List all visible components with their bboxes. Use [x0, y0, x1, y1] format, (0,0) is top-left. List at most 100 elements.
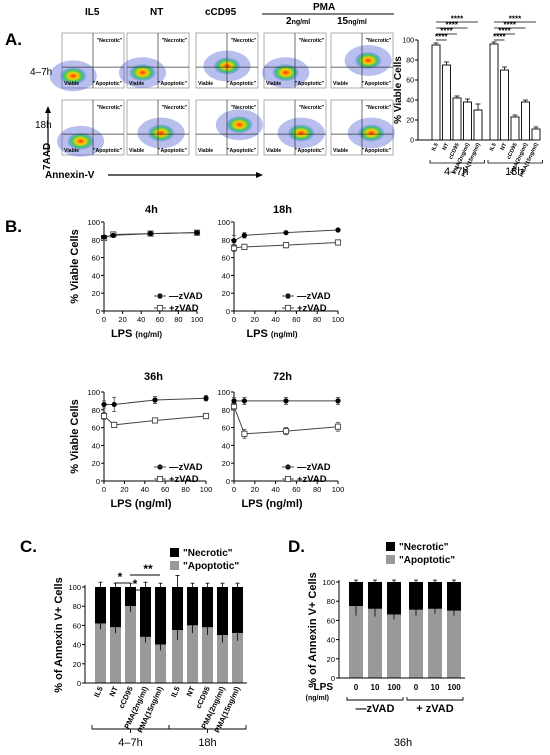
point-plus-zvad [202, 412, 210, 420]
series-line-minus [104, 397, 207, 405]
line-plot-4h: 4h 0 20 40 60 80 100 0 20 40 60 80 100 LPS (ng/ml) % V… [69, 204, 203, 340]
plot-y-tick-label: 0 [96, 477, 100, 486]
plot-x-tick-label: 0 [102, 315, 106, 324]
plot-x-tick-label: 60 [292, 485, 300, 494]
point-plus-zvad [241, 243, 248, 250]
plot-x-tick-label: 60 [292, 315, 300, 324]
stack-group-bracket [346, 697, 404, 701]
plot-x-tick-label: 80 [313, 315, 321, 324]
sig-double: ** [143, 562, 153, 576]
plot-y-tick-label: 80 [222, 236, 230, 245]
flow-plot-r0-c3: "Necrotic" "Apoptotic" Viable [262, 32, 327, 89]
plot-x-tick-label: 0 [232, 485, 236, 494]
sig-single-2: * [133, 577, 138, 591]
stack-y-tick-label: 100 [322, 578, 335, 587]
point-minus-zvad [203, 395, 209, 401]
flow-density-core [354, 51, 382, 70]
legend-minus-label: —zVAD [169, 462, 203, 473]
plot-y-tick-label: 0 [96, 307, 100, 316]
plot-title: 4h [145, 204, 158, 216]
bar-necrotic [387, 582, 401, 615]
bar-group-label: 18h [505, 166, 523, 178]
plot-y-tick-label: 20 [92, 459, 100, 468]
plot-y-tick-label: 0 [226, 477, 230, 486]
bar-necrotic [217, 587, 228, 635]
legend-plus-marker [284, 304, 292, 312]
point-minus-zvad [241, 232, 247, 238]
point-minus-zvad [335, 227, 341, 233]
plot-x-tick-label: 20 [251, 485, 259, 494]
stack-y-tick-label: 80 [327, 597, 335, 606]
bar-category-label: IL5 [489, 142, 498, 152]
stack-group-label: —zVAD [356, 703, 395, 715]
point-minus-zvad [111, 401, 117, 408]
plot-x-label: LPS (ng/ml) [241, 498, 302, 510]
legend-apoptotic-swatch [170, 561, 179, 570]
bar-apoptotic [187, 625, 198, 683]
bar-apoptotic [202, 627, 213, 683]
bar-apoptotic [125, 606, 136, 683]
line-plot-72h: 72h 0 20 40 60 80 100 0 20 40 60 80 100 LPS (ng/ml) —z… [217, 371, 344, 510]
point-plus-zvad [334, 423, 342, 430]
viable-quadrant-label: Viable [64, 81, 79, 87]
stack-category-label: 100 [387, 683, 401, 692]
series-line-minus [233, 229, 339, 242]
bar-apoptotic [387, 614, 401, 678]
bar-necrotic [428, 582, 442, 609]
bar-necrotic [155, 587, 166, 645]
panel-b-letter: B. [5, 217, 22, 236]
plot-y-tick-label: 40 [92, 441, 100, 450]
plot-x-label: LPS (ng/ml) [111, 328, 162, 340]
plot-y-tick-label: 0 [226, 307, 230, 316]
plot-x-label: LPS (ng/ml) [110, 498, 171, 510]
col-ccd95-label: cCD95 [205, 7, 237, 18]
sig-stars: **** [504, 21, 517, 30]
apoptotic-quadrant-label: "Apoptotic" [362, 81, 392, 87]
stack-group-label: 18h [198, 737, 216, 749]
sig-stars: **** [493, 33, 506, 42]
bar-1-3 [521, 101, 530, 141]
legend-minus-label: —zVAD [297, 462, 331, 473]
stack-category-label: IL5 [92, 685, 105, 699]
legend-plus-label: +zVAD [297, 303, 327, 314]
bar-necrotic [187, 587, 198, 626]
plot-x-tick-label: 40 [141, 485, 149, 494]
necrotic-quadrant-label: "Necrotic" [162, 105, 188, 111]
bar-apoptotic [447, 610, 461, 678]
annexin-stacked-chart-c: 0 20 40 60 80 100% of Annexin V+ Cells "Necrot… [53, 548, 247, 749]
apoptotic-quadrant-label: "Apoptotic" [227, 81, 257, 87]
necrotic-quadrant-label: "Necrotic" [299, 38, 325, 44]
sig-single-1: * [118, 570, 123, 584]
stack-y-tick-label: 80 [73, 602, 81, 611]
stack-x-unit: (ng/ml) [306, 695, 329, 702]
point-minus-zvad [101, 234, 107, 240]
series-line-plus [233, 241, 339, 249]
bar-0-4 [473, 109, 483, 141]
bar-apoptotic [409, 609, 423, 678]
viable-quadrant-label: Viable [64, 148, 79, 154]
plot-x-tick-label: 60 [161, 485, 169, 494]
panel-c: C. 0 20 40 60 80 100% of Annexin V+ Cells "Nec… [20, 537, 247, 749]
plot-y-tick-label: 60 [222, 424, 230, 433]
stack-category-label: 0 [414, 683, 419, 692]
point-minus-zvad [147, 230, 154, 237]
bar-group-label: 4–7h [444, 166, 468, 178]
point-minus-zvad [283, 398, 289, 404]
plot-y-tick-label: 80 [92, 236, 100, 245]
bar-necrotic [202, 587, 213, 628]
bar-1-0 [489, 43, 499, 141]
stack-category-label: 10 [371, 683, 380, 692]
bar-category-label: IL5 [431, 142, 440, 152]
point-minus-zvad [110, 232, 116, 238]
plot-y-tick-label: 60 [222, 254, 230, 263]
necrotic-quadrant-label: "Necrotic" [231, 105, 257, 111]
flow-plot-r0-c4: "Necrotic" "Apoptotic" Viable [330, 32, 394, 89]
legend-plus-label: +zVAD [169, 474, 199, 485]
necrotic-quadrant-label: "Necrotic" [366, 105, 392, 111]
plot-title: 18h [273, 204, 292, 216]
bar-necrotic [95, 587, 106, 624]
point-plus-zvad [100, 412, 108, 420]
plot-y-tick-label: 40 [222, 271, 230, 280]
